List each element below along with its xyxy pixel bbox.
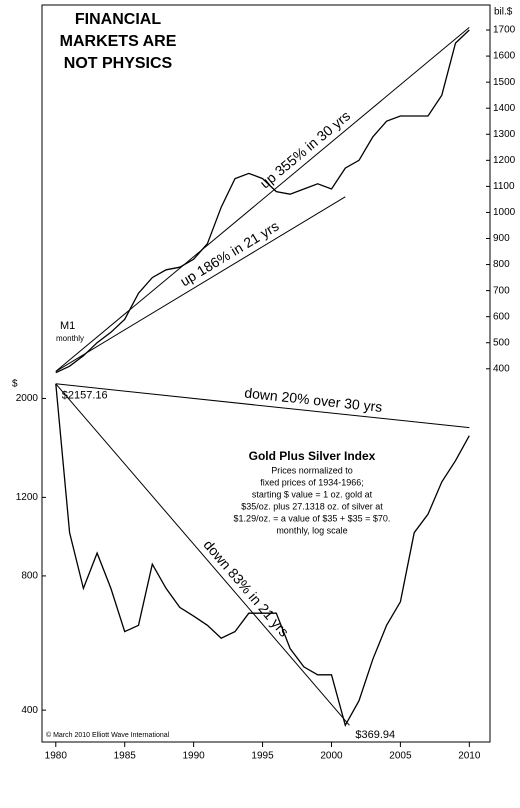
annotation: $369.94 [355,729,395,741]
y-tick-label: 500 [493,337,510,348]
y-tick-label: 400 [21,705,38,716]
chart-title: FINANCIAL [75,11,161,28]
y-tick-label: 800 [493,259,510,270]
y-axis-label: $ [12,379,18,390]
description: $35/oz. plus 27.1318 oz. of silver at [241,501,383,511]
chart-title: NOT PHYSICS [64,55,173,72]
trend-line [55,383,350,726]
y-tick-label: 2000 [16,393,39,404]
x-tick-label: 1980 [45,751,68,762]
y-tick-label: 1400 [493,103,516,114]
y-tick-label: 1200 [493,155,516,166]
x-tick-label: 1985 [114,751,137,762]
y-tick-label: 1300 [493,129,516,140]
frame [41,4,491,743]
y-tick-label: 800 [21,571,38,582]
chart-title: MARKETS ARE [60,33,177,50]
y-tick-label: 600 [493,311,510,322]
annotation: $2157.16 [62,390,108,402]
y-tick-label: 1700 [493,25,516,36]
trend-label: down 20% over 30 yrs [244,385,383,416]
trend-label: down 83% in 21 yrs [200,537,292,640]
y-tick-label: 700 [493,285,510,296]
description: Prices normalized to [271,465,353,475]
trend-line [55,27,470,372]
copyright: © March 2010 Elliott Wave International [46,731,170,739]
trend-line [55,383,470,429]
y-tick-label: 1100 [493,181,515,192]
y-tick-label: 400 [493,363,510,374]
trend-label: up 186% in 21 yrs [177,218,281,290]
x-tick-label: 2010 [458,751,481,762]
trend-line [55,196,346,372]
series-note: monthly [56,334,84,343]
y-tick-label: 1000 [493,207,516,218]
y-tick-label: 1600 [493,51,516,62]
y-tick-label: 1500 [493,77,516,88]
data-line [55,383,470,728]
y-axis-label: bil.$ [494,7,513,18]
x-tick-label: 1995 [251,751,274,762]
y-tick-label: 900 [493,233,510,244]
x-tick-label: 2005 [389,751,412,762]
x-tick-label: 1990 [183,751,206,762]
x-tick-label: 2000 [320,751,343,762]
description: starting $ value = 1 oz. gold at [252,489,373,499]
data-line [55,29,470,374]
y-tick-label: 1200 [16,492,39,503]
description: fixed prices of 1934-1966; [260,477,364,487]
legend-title: Gold Plus Silver Index [249,449,376,463]
series-label: M1 [60,320,75,332]
description: $1.29/oz. = a value of $35 + $35 = $70. [234,513,391,523]
description: monthly, log scale [276,525,347,535]
